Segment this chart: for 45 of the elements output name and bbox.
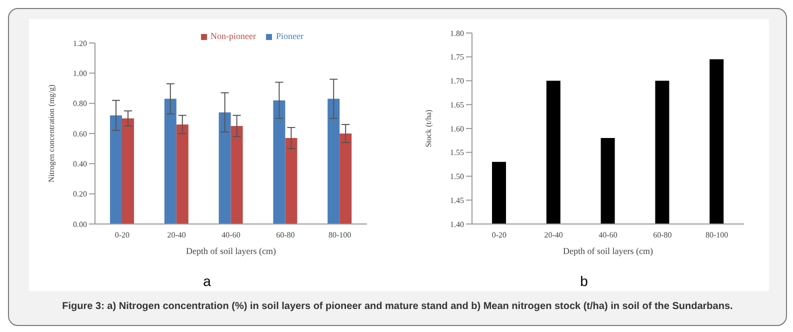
text: a [202, 273, 212, 289]
y-tick-label: 1.75 [450, 52, 464, 62]
y-tick-label: 0.60 [73, 129, 87, 138]
x-tick-label: 0-20 [492, 230, 507, 240]
y-tick-label: 0.40 [73, 160, 87, 169]
bar [273, 100, 286, 224]
y-tick-label: 1.40 [450, 220, 464, 229]
y-tick-label: 0.00 [73, 220, 87, 229]
y-axis-title: Nitrogen concentration (mg/g) [46, 84, 56, 182]
x-tick-label: 80-100 [328, 230, 352, 240]
x-tick-label: 20-40 [544, 230, 563, 240]
y-tick-label: 1.80 [450, 28, 464, 38]
y-tick-label: 1.70 [450, 76, 464, 86]
bar [176, 124, 188, 224]
x-tick-label: 60-80 [653, 230, 672, 240]
y-tick-label: 1.45 [450, 196, 464, 205]
x-tick-label: 0-20 [114, 230, 130, 240]
y-tick-label: 1.50 [450, 172, 464, 182]
y-tick-label: 1.20 [73, 38, 87, 48]
x-tick-label: 40-60 [598, 230, 618, 240]
caption: Figure 3: a) Nitrogen concentration (%) in soil layers of pioneer and mature stand and b) Mean nitrogen stock (t/ha) in soil of the Sundarbans. [61, 301, 734, 312]
x-tick-label: 60-80 [276, 230, 295, 240]
x-tick-label: 20-40 [167, 230, 186, 240]
text: b [579, 273, 589, 289]
bar [164, 98, 176, 224]
bar [122, 118, 134, 224]
x-tick-label: 80-100 [705, 230, 728, 240]
bar [340, 134, 352, 224]
bar [218, 112, 231, 224]
y-tick-label: 1.55 [450, 148, 464, 158]
bar [110, 115, 122, 224]
x-axis-title: Depth of soil layers (cm) [186, 246, 276, 256]
bar [285, 138, 298, 224]
bar [328, 98, 340, 224]
legend-label: Non-pioneer [210, 31, 256, 41]
bar [230, 126, 243, 224]
x-axis-title: Depth of soil layers (cm) [563, 246, 653, 256]
legend-label: Pioneer [276, 31, 304, 41]
y-tick-label: 1.60 [450, 124, 464, 134]
y-axis-title: Stock (t/ha) [424, 109, 433, 148]
y-tick-label: 0.20 [73, 190, 87, 199]
y-tick-label: 1.00 [73, 69, 87, 78]
y-tick-label: 1.65 [450, 100, 464, 110]
x-tick-label: 40-60 [222, 230, 240, 240]
y-tick-label: 0.80 [73, 99, 87, 108]
